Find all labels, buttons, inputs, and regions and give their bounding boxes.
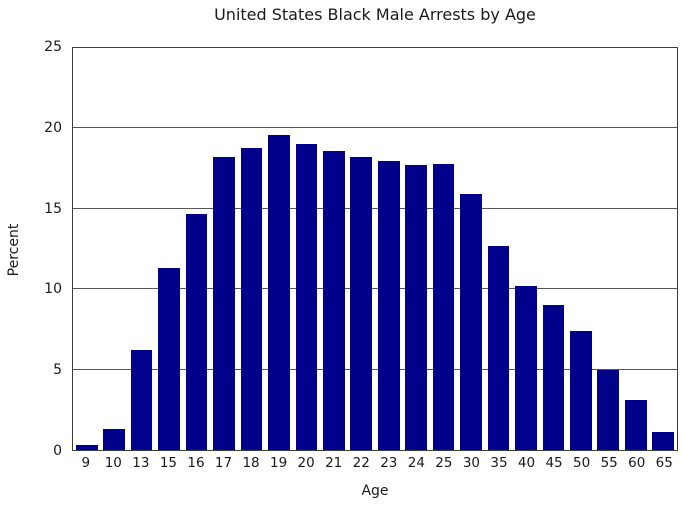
x-axis-ticks: 9 10 13 15 16 17 18 19 20 21 22 23 24 25 30 35 40 45 50 55 6… [72, 455, 678, 471]
bar-age-30 [460, 194, 482, 450]
bar-age-22 [350, 157, 373, 450]
x-tick-label-60: 60 [628, 455, 646, 471]
bar-age-40 [515, 285, 537, 450]
bar-age-24 [405, 165, 427, 450]
bar-age-15 [158, 268, 180, 450]
x-tick-label-22: 22 [352, 455, 370, 471]
x-tick-label-21: 21 [325, 455, 343, 471]
x-tick-label-65: 65 [655, 455, 673, 471]
y-tick-label-10: 10 [44, 281, 62, 298]
bar-age-35 [487, 245, 510, 450]
x-tick-label-20: 20 [297, 455, 315, 471]
bar-age-9 [75, 445, 98, 450]
plot-area [72, 47, 678, 451]
bar-age-60 [624, 400, 647, 450]
x-tick-label-25: 25 [435, 455, 453, 471]
bar-slot-40 [512, 48, 539, 450]
x-tick-label-45: 45 [545, 455, 563, 471]
gridline-5 [73, 368, 677, 370]
bar-slot-55 [595, 48, 622, 450]
x-tick-label-16: 16 [187, 455, 205, 471]
x-tick-label-15: 15 [159, 455, 177, 471]
bar-age-16 [185, 213, 208, 450]
bar-slot-30 [457, 48, 484, 450]
y-axis-label: Percent [6, 223, 22, 277]
bar-slot-13 [128, 48, 155, 450]
bar-slot-45 [540, 48, 567, 450]
x-tick-label-35: 35 [490, 455, 508, 471]
bar-slot-18 [238, 48, 265, 450]
bar-slot-25 [430, 48, 457, 450]
bar-age-55 [597, 369, 620, 450]
x-tick-label-30: 30 [462, 455, 481, 471]
y-tick-label-15: 15 [44, 200, 62, 217]
bar-age-65 [652, 432, 675, 450]
gridline-10 [73, 288, 677, 290]
bar-slot-21 [320, 48, 347, 450]
bar-slot-15 [155, 48, 182, 450]
bar-slot-16 [183, 48, 210, 450]
y-tick-label-20: 20 [44, 119, 62, 136]
x-axis-label: Age [361, 483, 389, 499]
bar-slot-23 [375, 48, 402, 450]
bars-layer [73, 48, 677, 450]
y-tick-label-5: 5 [53, 362, 62, 379]
bar-slot-24 [402, 48, 429, 450]
x-tick-label-10: 10 [104, 455, 122, 471]
x-tick-label-23: 23 [380, 455, 398, 471]
bar-slot-9 [73, 48, 100, 450]
x-tick-label-40: 40 [517, 455, 536, 471]
gridline-20 [73, 127, 677, 129]
bar-slot-50 [567, 48, 594, 450]
x-tick-label-55: 55 [600, 455, 618, 471]
bar-slot-60 [622, 48, 649, 450]
bar-slot-65 [650, 48, 677, 450]
y-tick-label-0: 0 [53, 443, 62, 459]
bar-age-45 [542, 305, 565, 450]
bar-age-23 [377, 160, 400, 450]
x-tick-label-17: 17 [214, 455, 233, 471]
bar-slot-17 [210, 48, 237, 450]
x-tick-label-9: 9 [81, 455, 91, 471]
x-tick-label-24: 24 [407, 455, 425, 471]
x-tick-label-18: 18 [242, 455, 260, 471]
x-tick-label-50: 50 [573, 455, 591, 471]
bar-slot-22 [348, 48, 375, 450]
bar-slot-19 [265, 48, 292, 450]
x-tick-label-13: 13 [132, 455, 150, 471]
bar-age-21 [322, 150, 345, 450]
bar-age-18 [240, 147, 263, 450]
bar-slot-35 [485, 48, 512, 450]
gridline-15 [73, 207, 677, 209]
y-tick-label-25: 25 [44, 39, 62, 55]
x-tick-label-19: 19 [270, 455, 288, 471]
bar-age-50 [570, 331, 592, 450]
chart-title: United States Black Male Arrests by Age [214, 5, 536, 24]
bar-age-13 [130, 350, 153, 450]
bar-age-10 [103, 429, 126, 450]
bar-age-19 [268, 134, 290, 450]
bar-age-17 [213, 157, 235, 450]
bar-slot-20 [293, 48, 320, 450]
bar-slot-10 [100, 48, 127, 450]
bar-age-20 [295, 144, 318, 450]
bar-age-25 [432, 163, 455, 450]
